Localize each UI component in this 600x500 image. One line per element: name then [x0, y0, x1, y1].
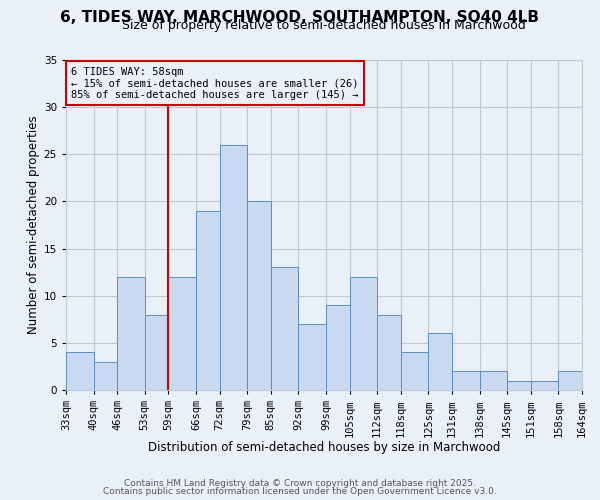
Y-axis label: Number of semi-detached properties: Number of semi-detached properties [26, 116, 40, 334]
Bar [196, 211, 220, 390]
Bar [66, 352, 94, 390]
Bar [94, 362, 117, 390]
Bar [271, 268, 298, 390]
Bar [326, 305, 350, 390]
Bar [377, 314, 401, 390]
Text: Contains HM Land Registry data © Crown copyright and database right 2025.: Contains HM Land Registry data © Crown c… [124, 478, 476, 488]
Bar [559, 371, 582, 390]
Text: Contains public sector information licensed under the Open Government Licence v3: Contains public sector information licen… [103, 487, 497, 496]
Bar [220, 145, 247, 390]
Bar [428, 334, 452, 390]
X-axis label: Distribution of semi-detached houses by size in Marchwood: Distribution of semi-detached houses by … [148, 440, 500, 454]
Bar [507, 380, 531, 390]
Bar [452, 371, 479, 390]
Title: Size of property relative to semi-detached houses in Marchwood: Size of property relative to semi-detach… [122, 20, 526, 32]
Bar [350, 277, 377, 390]
Bar [479, 371, 507, 390]
Text: 6, TIDES WAY, MARCHWOOD, SOUTHAMPTON, SO40 4LB: 6, TIDES WAY, MARCHWOOD, SOUTHAMPTON, SO… [61, 10, 539, 25]
Bar [117, 277, 145, 390]
Bar [531, 380, 559, 390]
Bar [169, 277, 196, 390]
Bar [298, 324, 326, 390]
Text: 6 TIDES WAY: 58sqm
← 15% of semi-detached houses are smaller (26)
85% of semi-de: 6 TIDES WAY: 58sqm ← 15% of semi-detache… [71, 66, 359, 100]
Bar [247, 202, 271, 390]
Bar [145, 314, 169, 390]
Bar [401, 352, 428, 390]
